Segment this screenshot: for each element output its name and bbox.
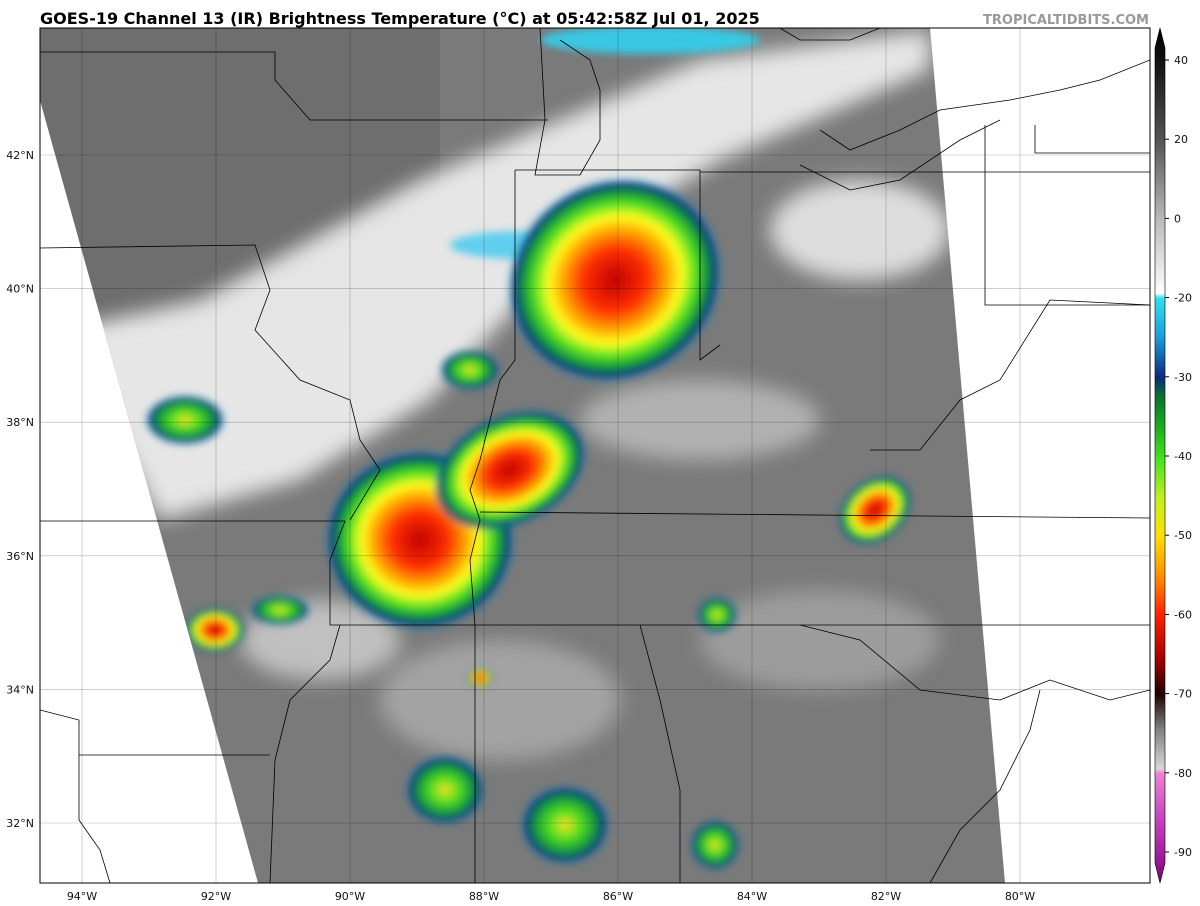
title: GOES-19 Channel 13 (IR) Brightness Tempe…: [40, 9, 760, 28]
colorbar-label: -70: [1174, 688, 1192, 701]
longitude-label: 90°W: [335, 890, 365, 903]
colorbar-label: -50: [1174, 529, 1192, 542]
colorbar-label: -90: [1174, 846, 1192, 859]
latitude-label: 40°N: [6, 283, 34, 296]
colorbar-label: -40: [1174, 450, 1192, 463]
longitude-label: 82°W: [871, 890, 901, 903]
longitude-label: 94°W: [67, 890, 97, 903]
watermark: TROPICALTIDBITS.COM: [983, 13, 1149, 28]
colorbar-label: -20: [1174, 292, 1192, 305]
colorbar: [1154, 27, 1166, 884]
colorbar-label: -60: [1174, 608, 1192, 621]
graticule-labels: 94°W 92°W 90°W 88°W 86°W 84°W 82°W 80°W 42°N 40°N…: [6, 149, 1035, 903]
longitude-label: 86°W: [603, 890, 633, 903]
graticule: [40, 28, 1150, 883]
boundaries: [40, 28, 1150, 883]
colorbar-label: -30: [1174, 371, 1192, 384]
latitude-label: 42°N: [6, 149, 34, 162]
latitude-label: 38°N: [6, 416, 34, 429]
latitude-label: 34°N: [6, 683, 34, 696]
colorbar-label: -80: [1174, 767, 1192, 780]
latitude-label: 36°N: [6, 550, 34, 563]
latitude-label: 32°N: [6, 817, 34, 830]
longitude-label: 80°W: [1005, 890, 1035, 903]
map-frame: [39, 27, 1151, 884]
colorbar-label: 0: [1174, 212, 1181, 225]
longitude-label: 92°W: [201, 890, 231, 903]
colorbar-ticks: 40 20 0 -20 -30 -40 -50 -60 -70 -80 -90: [1165, 54, 1192, 859]
longitude-label: 88°W: [469, 890, 499, 903]
longitude-label: 84°W: [737, 890, 767, 903]
colorbar-label: 20: [1174, 133, 1188, 146]
colorbar-label: 40: [1174, 54, 1188, 67]
imagery: [40, 28, 1150, 883]
